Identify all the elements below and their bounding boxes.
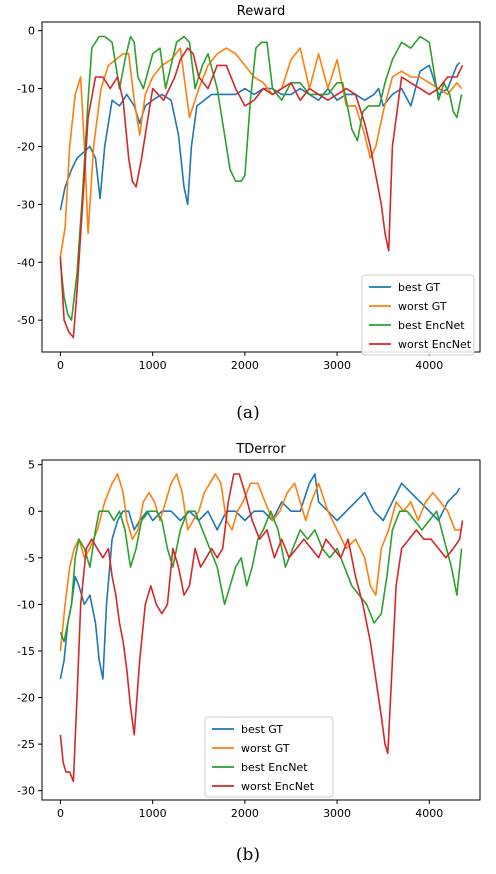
legend-entry: worst GT xyxy=(398,300,447,313)
reward-chart-panel: Reward (a) 0 1000 2000 3000 4000 0 -10 -20 -30 -4… xyxy=(17,4,481,423)
figure-caption: (b) xyxy=(236,845,260,865)
y-tick-label: -50 xyxy=(17,314,35,327)
series-line-best-encnet xyxy=(59,510,463,643)
y-tick-label: -40 xyxy=(17,256,35,269)
y-tick-label: 5 xyxy=(28,459,35,472)
y-tick-label: 0 xyxy=(28,505,35,518)
legend-entry: best GT xyxy=(241,723,283,736)
legend-box xyxy=(361,274,475,356)
y-tick-label: -30 xyxy=(17,198,35,211)
legend-entry: best EncNet xyxy=(398,319,465,332)
x-tick-label: 1000 xyxy=(139,359,167,372)
x-tick-label: 0 xyxy=(57,359,64,372)
legend-entry: worst EncNet xyxy=(398,338,472,351)
series-line-worst-encnet xyxy=(59,473,464,783)
x-tick-label: 3000 xyxy=(323,807,351,820)
series-line-worst-gt xyxy=(59,473,462,652)
plot-frame xyxy=(41,21,481,353)
tderror-chart-panel: TDerror (b) 0 1000 2000 3000 4000 5 0 -5 -10 -15 -… xyxy=(0,437,496,874)
chart-title: TDerror xyxy=(235,442,286,457)
chart-title: Reward xyxy=(237,4,285,19)
series-line-worst-gt xyxy=(59,47,463,257)
x-tick-label: 4000 xyxy=(415,359,443,372)
series-group xyxy=(59,35,464,339)
legend: best GT worst GT best EncNet worst EncNet xyxy=(361,274,475,356)
legend-entry: best GT xyxy=(398,281,440,294)
y-tick-label: -5 xyxy=(24,552,35,565)
series-line-worst-encnet xyxy=(59,47,464,339)
x-tick-label: 3000 xyxy=(323,359,351,372)
x-tick-label: 0 xyxy=(57,807,64,820)
plot-frame xyxy=(41,459,481,801)
x-tick-label: 4000 xyxy=(415,807,443,820)
y-tick-label: -30 xyxy=(17,785,35,798)
y-tick-label: -20 xyxy=(17,692,35,705)
legend-box xyxy=(204,716,334,798)
y-tick-label: -20 xyxy=(17,140,35,153)
y-tick-label: 0 xyxy=(28,25,35,38)
series-line-best-encnet xyxy=(59,35,463,322)
x-tick-label: 2000 xyxy=(231,359,259,372)
y-tick-label: -10 xyxy=(17,83,35,96)
legend-entry: worst GT xyxy=(241,742,290,755)
x-tick-label: 2000 xyxy=(231,807,259,820)
tderror-chart: TDerror (b) 0 1000 2000 3000 4000 5 0 -5 -10 -15 -… xyxy=(17,442,481,865)
legend: best GT worst GT best EncNet worst EncNet xyxy=(204,716,334,798)
series-group xyxy=(59,473,464,783)
y-tick-label: -25 xyxy=(17,738,35,751)
x-tick-label: 1000 xyxy=(139,807,167,820)
legend-entry: worst EncNet xyxy=(241,780,315,793)
reward-chart: Reward (a) 0 1000 2000 3000 4000 0 -10 -20 -30 -4… xyxy=(17,4,481,423)
figure-caption: (a) xyxy=(236,403,259,423)
legend-entry: best EncNet xyxy=(241,761,308,774)
y-tick-label: -15 xyxy=(17,645,35,658)
series-line-best-gt xyxy=(59,473,461,680)
y-tick-label: -10 xyxy=(17,598,35,611)
